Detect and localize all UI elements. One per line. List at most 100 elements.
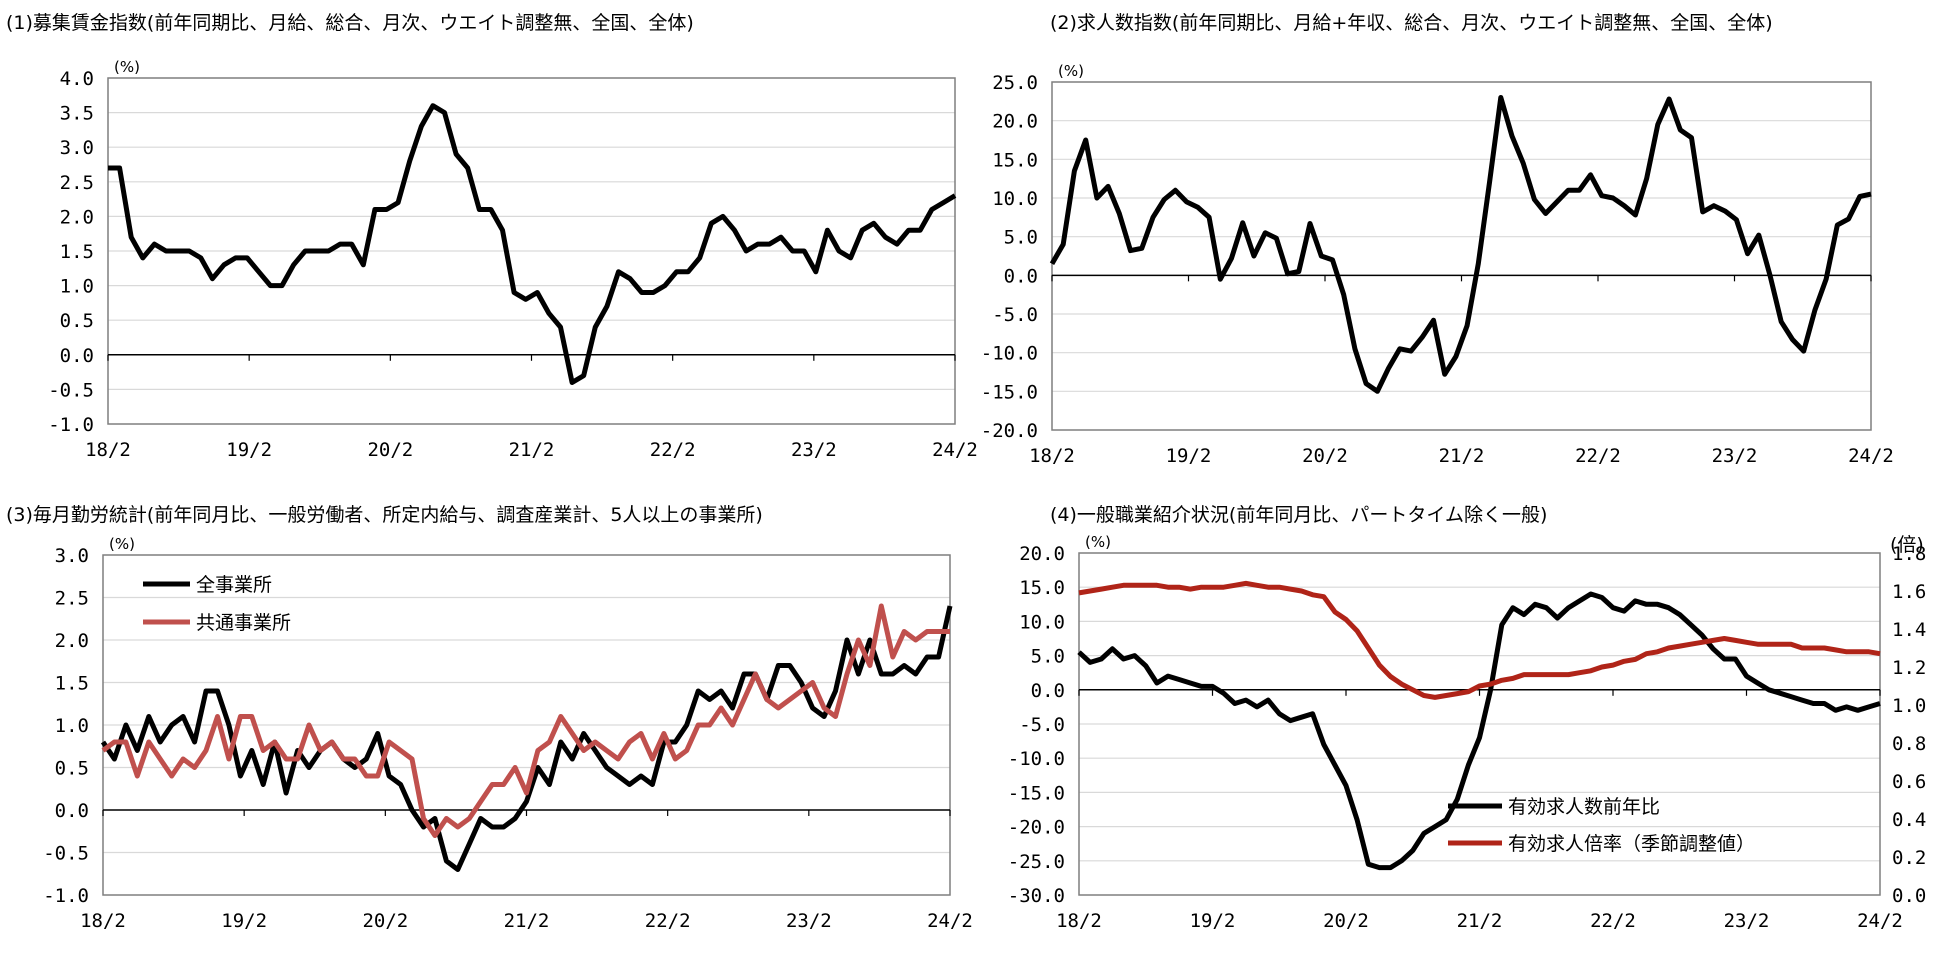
y-tick-label: -20.0: [981, 420, 1038, 442]
x-tick-label: 22/2: [645, 910, 691, 932]
y2-tick-label: 1.0: [1892, 695, 1926, 717]
y-tick-label: 10.0: [992, 188, 1038, 210]
y-tick-label: -5.0: [992, 304, 1038, 326]
y-tick-label: 0.0: [55, 800, 89, 822]
x-tick-label: 19/2: [226, 439, 272, 461]
unit-label: (%): [114, 58, 140, 76]
x-tick-label: 20/2: [362, 910, 408, 932]
y-tick-label: 20.0: [992, 111, 1038, 133]
y-tick-label: -15.0: [981, 381, 1038, 403]
x-tick-label: 18/2: [1056, 910, 1102, 932]
x-tick-label: 19/2: [221, 910, 267, 932]
y-tick-label: -30.0: [1008, 885, 1065, 907]
y-tick-label: 1.0: [60, 276, 94, 298]
y-tick-label: -5.0: [1019, 714, 1065, 736]
legend-label: 有効求人数前年比: [1508, 796, 1660, 818]
unit-label: (%): [1058, 62, 1084, 80]
x-tick-label: 23/2: [1724, 910, 1770, 932]
x-tick-label: 24/2: [1848, 445, 1894, 467]
y2-tick-label: 1.4: [1892, 619, 1926, 641]
y-tick-label: 0.0: [1031, 680, 1065, 702]
y-tick-label: 15.0: [1019, 577, 1065, 599]
plot-frame: [107, 77, 956, 425]
y-tick-label: -10.0: [1008, 748, 1065, 770]
y2-tick-label: 0.0: [1892, 885, 1926, 907]
plot-frame: [102, 554, 951, 896]
y-tick-label: -20.0: [1008, 817, 1065, 839]
chart-3: 3.0 2.5 2.0 1.5 1.0 0.5 0.0 -0.5 -1.0 (%) 18/2 19/2…: [43, 535, 973, 932]
unit-label-right: (倍): [1890, 534, 1924, 556]
y-tick-label: -0.5: [43, 843, 89, 865]
y-tick-label: 2.0: [55, 630, 89, 652]
chart-2: 25.0 20.0 15.0 10.0 5.0 0.0 -5.0 -10.0 -15.0 -20.…: [981, 62, 1894, 467]
y-tick-label: 4.0: [60, 68, 94, 90]
series-line-1: [108, 103, 957, 385]
series-line-1: [100, 605, 953, 872]
y-tick-label: 1.5: [60, 241, 94, 263]
series-line-1: [1077, 591, 1881, 871]
y-tick-label: 3.5: [60, 103, 94, 125]
x-tick-label: 24/2: [927, 910, 973, 932]
y-tick-label: 0.5: [55, 758, 89, 780]
y2-tick-label: 1.8: [1892, 543, 1926, 565]
y-tick-label: 1.0: [55, 715, 89, 737]
y2-tick-label: 0.6: [1892, 771, 1926, 793]
y-tick-label: 10.0: [1019, 611, 1065, 633]
y-tick-label: 20.0: [1019, 543, 1065, 565]
y2-tick-label: 0.8: [1892, 733, 1926, 755]
y-tick-label: 0.0: [1004, 265, 1038, 287]
chart-4-title: (4)一般職業紹介状況(前年同月比、パートタイム除く一般): [1050, 504, 1548, 526]
x-tick-label: 18/2: [85, 439, 131, 461]
y-tick-label: 5.0: [1031, 646, 1065, 668]
y-tick-label: -1.0: [48, 414, 94, 436]
series-line-2: [101, 603, 950, 838]
legend-label: 共通事業所: [196, 612, 291, 634]
series-line-1: [1049, 95, 1872, 394]
series-line-2: [1078, 580, 1881, 700]
y-tick-label: 5.0: [1004, 227, 1038, 249]
y-tick-label: 2.5: [60, 172, 94, 194]
x-tick-label: 24/2: [1857, 910, 1903, 932]
y-tick-label: -1.0: [43, 885, 89, 907]
y-tick-label: -0.5: [48, 379, 94, 401]
y-tick-label: -10.0: [981, 343, 1038, 365]
x-tick-label: 22/2: [1575, 445, 1621, 467]
x-tick-label: 22/2: [650, 439, 696, 461]
y-tick-label: 3.0: [55, 545, 89, 567]
x-tick-label: 24/2: [932, 439, 978, 461]
unit-label: (%): [1085, 533, 1111, 551]
x-tick-label: 21/2: [509, 439, 555, 461]
x-tick-label: 23/2: [791, 439, 837, 461]
x-tick-label: 20/2: [1323, 910, 1369, 932]
unit-label: (%): [109, 535, 135, 553]
y-tick-label: 2.0: [60, 206, 94, 228]
x-tick-label: 18/2: [1029, 445, 1075, 467]
chart-1-title: (1)募集賃金指数(前年同期比、月給、総合、月次、ウエイト調整無、全国、全体): [6, 12, 694, 34]
x-tick-label: 21/2: [1439, 445, 1485, 467]
y-tick-label: -15.0: [1008, 782, 1065, 804]
y-tick-label: 0.0: [60, 345, 94, 367]
y2-tick-label: 1.2: [1892, 657, 1926, 679]
y-tick-label: 15.0: [992, 149, 1038, 171]
y-tick-label: 25.0: [992, 72, 1038, 94]
y-tick-label: 2.5: [55, 588, 89, 610]
legend-label: 全事業所: [196, 574, 272, 596]
chart-2-title: (2)求人数指数(前年同期比、月給+年収、総合、月次、ウエイト調整無、全国、全体…: [1050, 12, 1773, 34]
y2-tick-label: 1.6: [1892, 581, 1926, 603]
x-tick-label: 22/2: [1590, 910, 1636, 932]
chart-4: 20.0 15.0 10.0 5.0 0.0 -5.0 -10.0 -15.0 -20.0 -25…: [1008, 533, 1927, 932]
legend-label: 有効求人倍率（季節調整値）: [1508, 833, 1755, 855]
y-tick-label: 1.5: [55, 673, 89, 695]
plot-frame: [1078, 552, 1881, 896]
x-tick-label: 21/2: [504, 910, 550, 932]
x-tick-label: 19/2: [1166, 445, 1212, 467]
x-tick-label: 20/2: [367, 439, 413, 461]
y-tick-label: 0.5: [60, 310, 94, 332]
y-tick-label: -25.0: [1008, 851, 1065, 873]
plot-frame: [1051, 81, 1872, 431]
y2-tick-label: 0.4: [1892, 809, 1926, 831]
x-tick-label: 18/2: [80, 910, 126, 932]
y-tick-label: 3.0: [60, 137, 94, 159]
